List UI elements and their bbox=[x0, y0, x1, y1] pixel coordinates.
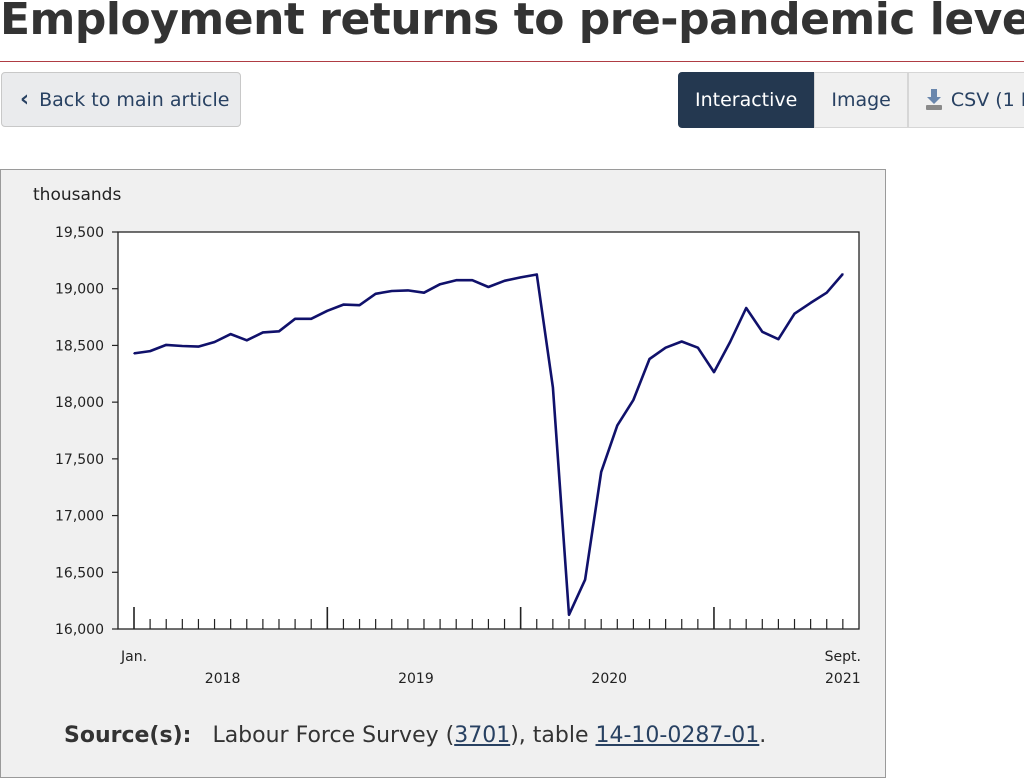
data-point bbox=[423, 291, 425, 294]
data-point bbox=[133, 352, 135, 355]
data-point bbox=[487, 286, 490, 288]
data-point bbox=[600, 471, 602, 473]
data-point bbox=[390, 290, 393, 292]
data-point bbox=[825, 291, 828, 294]
data-point bbox=[552, 386, 554, 389]
data-point bbox=[664, 346, 667, 349]
page-title: Employment returns to pre-pandemic level bbox=[0, 0, 1024, 45]
back-button-label: Back to main article bbox=[39, 88, 230, 111]
data-point bbox=[697, 346, 699, 349]
tab-interactive-label: Interactive bbox=[695, 89, 798, 111]
data-point bbox=[245, 339, 248, 342]
year-label: 2018 bbox=[205, 671, 241, 687]
data-point bbox=[648, 358, 651, 360]
tab-image-label: Image bbox=[831, 89, 891, 111]
chart-panel: thousands 16,000 16,500 17,000 17,500 18,000… bbox=[0, 169, 886, 778]
tab-csv-label: CSV (1 KB) bbox=[950, 89, 1024, 111]
unit-label: thousands bbox=[33, 185, 121, 205]
y-tick-label: 17,500 bbox=[55, 452, 104, 468]
y-tick-label: 17,000 bbox=[55, 509, 104, 525]
data-point bbox=[149, 350, 151, 352]
data-point bbox=[213, 341, 216, 343]
year-label: 2021 bbox=[825, 671, 861, 687]
data-point bbox=[439, 283, 441, 285]
data-point bbox=[310, 317, 313, 320]
tab-csv[interactable]: CSV (1 KB) bbox=[907, 72, 1024, 128]
data-point bbox=[181, 345, 184, 347]
data-point bbox=[455, 279, 458, 282]
data-point bbox=[294, 317, 296, 320]
data-point bbox=[503, 279, 506, 282]
back-to-article-button[interactable]: ‹ Back to main article bbox=[1, 72, 241, 127]
data-point bbox=[680, 340, 683, 343]
source-text-before: Labour Force Survey ( bbox=[212, 723, 455, 748]
y-tick-label: 16,000 bbox=[55, 622, 104, 638]
chevron-left-icon: ‹ bbox=[20, 87, 30, 112]
year-label: 2020 bbox=[591, 671, 627, 687]
data-point bbox=[632, 399, 635, 401]
y-tick-label: 18,500 bbox=[55, 338, 104, 354]
source-label: Source(s): bbox=[64, 723, 192, 748]
data-point bbox=[326, 310, 329, 312]
data-point bbox=[229, 333, 232, 335]
data-point bbox=[165, 344, 168, 346]
data-point bbox=[535, 273, 538, 276]
data-point bbox=[262, 331, 264, 334]
plot-area bbox=[117, 231, 860, 630]
source-text-after: . bbox=[759, 723, 767, 748]
data-point bbox=[197, 345, 200, 348]
data-point bbox=[471, 279, 474, 282]
data-point bbox=[777, 338, 780, 340]
y-tick-label: 18,000 bbox=[55, 395, 104, 411]
data-point bbox=[342, 303, 345, 306]
tab-image[interactable]: Image bbox=[814, 72, 908, 128]
survey-code-link[interactable]: 3701 bbox=[454, 723, 511, 748]
x-start-label: Jan. bbox=[120, 649, 147, 665]
data-point bbox=[729, 341, 731, 343]
download-icon bbox=[925, 89, 942, 110]
data-point bbox=[616, 424, 619, 427]
data-point bbox=[374, 293, 377, 295]
title-rule bbox=[0, 61, 1024, 62]
data-point bbox=[519, 276, 522, 279]
data-point bbox=[568, 614, 570, 616]
year-label: 2019 bbox=[398, 671, 434, 687]
data-point bbox=[745, 307, 747, 309]
y-tick-label: 16,500 bbox=[55, 565, 104, 581]
data-point bbox=[793, 312, 796, 315]
employment-line-chart: thousands 16,000 16,500 17,000 17,500 18,000… bbox=[33, 185, 861, 687]
data-point bbox=[761, 331, 764, 333]
data-point bbox=[278, 330, 280, 333]
data-point bbox=[358, 304, 361, 306]
y-tick-label: 19,000 bbox=[55, 282, 104, 298]
tab-interactive[interactable]: Interactive bbox=[678, 72, 815, 128]
source-line: Source(s): Labour Force Survey (3701), t… bbox=[64, 723, 766, 748]
source-text-middle: ), table bbox=[510, 723, 596, 748]
table-code-link[interactable]: 14-10-0287-01 bbox=[595, 723, 760, 748]
data-point bbox=[407, 289, 409, 292]
data-point bbox=[584, 578, 586, 581]
view-tabs: Interactive Image CSV (1 KB) bbox=[678, 72, 1024, 128]
x-end-label: Sept. bbox=[825, 649, 861, 665]
data-point bbox=[809, 302, 812, 304]
data-point bbox=[713, 371, 715, 373]
data-point bbox=[842, 273, 844, 275]
y-tick-label: 19,500 bbox=[55, 225, 104, 241]
